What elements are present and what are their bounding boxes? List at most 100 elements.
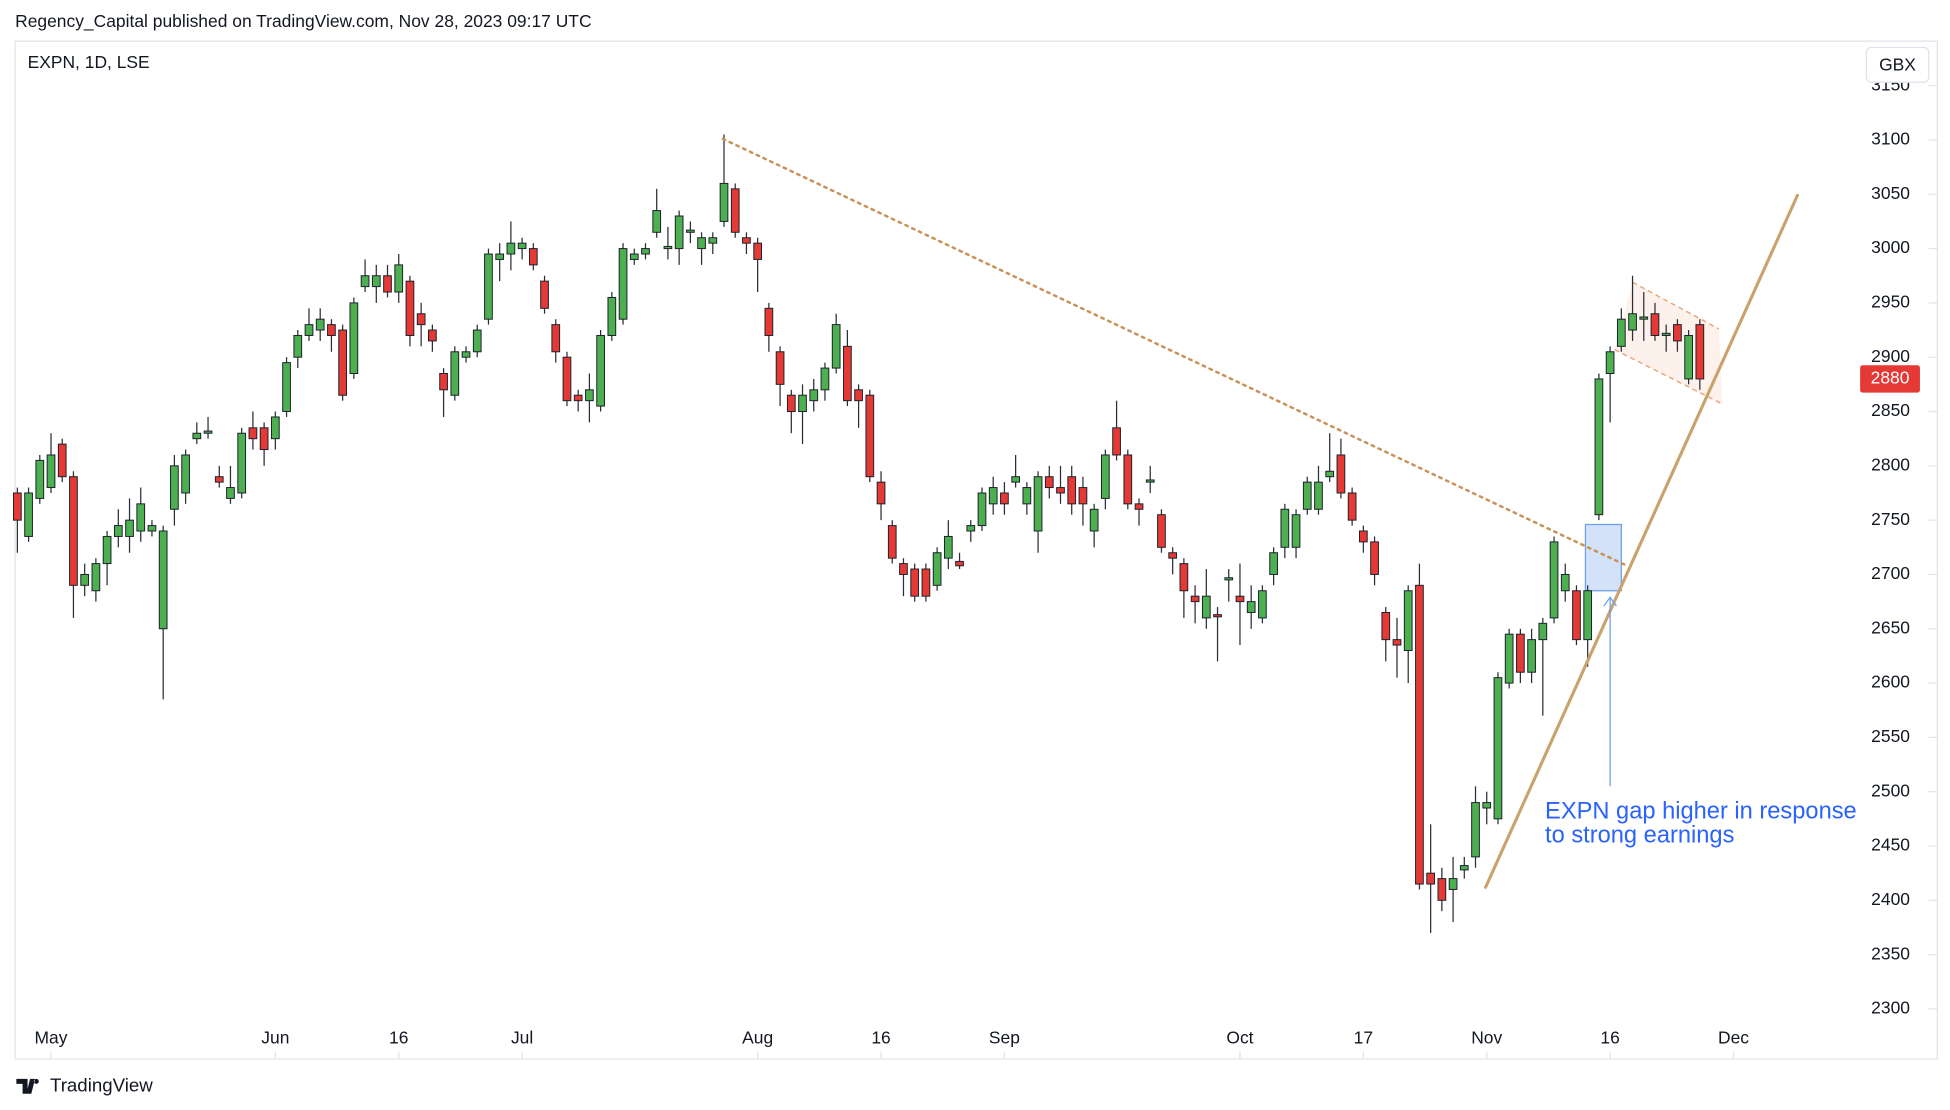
x-tick-label: 17 bbox=[1354, 1028, 1373, 1048]
candle-body bbox=[1067, 476, 1077, 505]
candle-body bbox=[573, 394, 583, 402]
candle-body bbox=[405, 280, 415, 336]
tradingview-logo bbox=[16, 1078, 39, 1094]
candle-body bbox=[1560, 573, 1570, 592]
candle-body bbox=[1482, 802, 1492, 809]
candle-body bbox=[461, 351, 471, 358]
candle-body bbox=[1056, 487, 1065, 494]
candle-body bbox=[955, 560, 964, 567]
symbol-label: EXPN, 1D, LSE bbox=[28, 52, 150, 72]
candle-body bbox=[1583, 590, 1593, 641]
candle-body bbox=[786, 394, 796, 413]
y-tick-label: 2450 bbox=[1871, 835, 1910, 855]
candle-body bbox=[1347, 492, 1357, 521]
trendline bbox=[721, 137, 1629, 568]
trendline bbox=[1484, 193, 1799, 889]
candle-body bbox=[708, 237, 718, 244]
candle-body bbox=[809, 389, 819, 402]
candle-body bbox=[158, 530, 168, 630]
arrow-head bbox=[1603, 596, 1617, 607]
candle-body bbox=[371, 275, 381, 288]
candle-body bbox=[1448, 878, 1458, 890]
candle-body bbox=[932, 552, 942, 586]
gap-box bbox=[1584, 523, 1622, 592]
candle-body bbox=[1269, 552, 1278, 575]
candle-body bbox=[13, 492, 22, 521]
y-tick-label: 2600 bbox=[1871, 672, 1910, 692]
candle-body bbox=[1011, 476, 1020, 483]
candle-body bbox=[798, 394, 807, 413]
currency-box[interactable] bbox=[1865, 46, 1930, 83]
candle-body bbox=[618, 248, 628, 320]
candle-body bbox=[1078, 487, 1088, 505]
y-tick-label: 2950 bbox=[1871, 292, 1910, 312]
candle-body bbox=[977, 492, 987, 527]
candle-body bbox=[641, 248, 650, 255]
candle-body bbox=[820, 367, 830, 391]
candle-body bbox=[730, 188, 740, 233]
last-price-label: 2880 bbox=[1871, 368, 1910, 388]
candle-body bbox=[1358, 530, 1368, 543]
candle-body bbox=[1628, 313, 1637, 331]
x-tick-label: Jul bbox=[511, 1028, 533, 1048]
candle-body bbox=[237, 432, 247, 494]
candle-body bbox=[24, 492, 33, 537]
candle-body bbox=[1538, 622, 1548, 641]
candle-body bbox=[540, 280, 549, 309]
y-tick-label: 2750 bbox=[1871, 509, 1910, 529]
candle-body bbox=[663, 245, 673, 250]
x-tick-label: 16 bbox=[871, 1028, 890, 1048]
candle-body bbox=[607, 296, 617, 336]
candle-body bbox=[125, 519, 134, 537]
candle-body bbox=[1572, 590, 1581, 641]
candle-body bbox=[742, 237, 751, 244]
x-tick-label: 16 bbox=[1600, 1028, 1619, 1048]
candle-body bbox=[1258, 590, 1267, 619]
candle-body bbox=[248, 427, 258, 440]
candle-body bbox=[439, 373, 448, 391]
note-text: to strong earnings bbox=[1545, 822, 1734, 848]
candle-body bbox=[1392, 639, 1402, 646]
candle-body bbox=[988, 487, 998, 505]
y-tick-label: 2900 bbox=[1871, 346, 1910, 366]
candle-body bbox=[136, 503, 146, 532]
candle-body bbox=[966, 525, 976, 532]
candle-body bbox=[1437, 878, 1447, 901]
candle-body bbox=[1504, 633, 1514, 684]
candle-body bbox=[226, 487, 235, 499]
candle-body bbox=[484, 253, 493, 320]
candle-body bbox=[203, 430, 213, 434]
candle-body bbox=[865, 394, 875, 478]
candle-body bbox=[1336, 454, 1346, 494]
candle-body bbox=[1089, 508, 1099, 532]
candle-body bbox=[102, 535, 112, 565]
candle-body bbox=[697, 237, 706, 250]
candle-body bbox=[764, 307, 774, 336]
candle-body bbox=[270, 416, 280, 440]
candle-body bbox=[450, 351, 460, 396]
candle-body bbox=[775, 351, 785, 385]
candle-body bbox=[1000, 492, 1009, 505]
candle-body bbox=[170, 465, 179, 510]
candle-body bbox=[1213, 614, 1222, 618]
candle-body bbox=[1201, 595, 1211, 619]
x-tick-label: Aug bbox=[742, 1028, 773, 1048]
candle-body bbox=[338, 329, 348, 396]
candle-body bbox=[1650, 313, 1660, 336]
candle-body bbox=[1403, 590, 1413, 651]
candle-body bbox=[887, 525, 897, 559]
candle-body bbox=[1235, 595, 1245, 603]
candle-body bbox=[113, 525, 123, 537]
candle-body bbox=[315, 318, 325, 331]
candle-body bbox=[1381, 611, 1391, 641]
y-tick-label: 2850 bbox=[1871, 400, 1910, 420]
y-tick-label: 2800 bbox=[1871, 454, 1910, 474]
y-tick-label: 3000 bbox=[1871, 237, 1910, 257]
candle-body bbox=[304, 324, 314, 336]
candle-body bbox=[91, 563, 101, 592]
y-tick-label: 2400 bbox=[1871, 889, 1910, 909]
currency-label[interactable]: GBX bbox=[1879, 55, 1916, 75]
candle-body bbox=[1022, 487, 1032, 505]
